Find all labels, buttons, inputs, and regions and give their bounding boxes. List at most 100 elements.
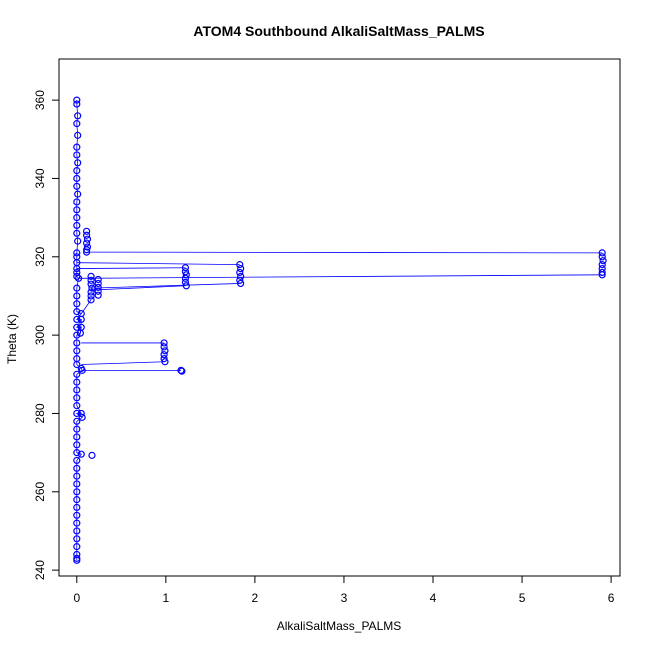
data-point: [73, 496, 81, 504]
data-point: [73, 339, 81, 347]
data-point: [73, 441, 81, 449]
y-tick-label: 340: [33, 168, 47, 188]
data-point: [73, 543, 81, 551]
x-tick-label: 1: [163, 591, 170, 605]
data-point: [73, 300, 81, 308]
data-point: [73, 174, 81, 183]
data-point: [237, 272, 245, 280]
data-point: [73, 527, 81, 535]
data-point: [181, 278, 190, 286]
data-point: [87, 296, 95, 304]
data-point: [73, 264, 81, 273]
data-point: [77, 315, 85, 324]
data-point: [73, 96, 81, 104]
data-point: [182, 271, 190, 279]
data-point: [94, 279, 102, 288]
connector-line: [91, 283, 241, 289]
data-point: [73, 308, 81, 316]
data-point: [87, 288, 95, 296]
data-point: [598, 271, 606, 279]
data-point: [236, 276, 244, 284]
data-point: [83, 231, 91, 239]
data-point: [236, 261, 244, 269]
data-point: [73, 556, 81, 564]
data-points: [73, 96, 607, 564]
data-point: [182, 282, 190, 290]
data-point: [73, 143, 81, 151]
data-point: [73, 182, 81, 190]
data-point: [73, 425, 81, 433]
connector-line: [86, 251, 603, 254]
data-point: [160, 351, 168, 359]
data-point: [73, 378, 81, 386]
data-point: [73, 214, 81, 222]
data-point: [73, 229, 81, 237]
data-point: [73, 167, 81, 175]
data-point: [83, 239, 91, 247]
y-tick-label: 260: [33, 481, 47, 501]
data-point: [178, 367, 186, 375]
data-point: [73, 315, 81, 324]
data-point: [160, 343, 168, 351]
x-axis: 0 1 2 3 4 5 6: [73, 575, 615, 605]
connector-lines: [75, 100, 603, 561]
data-point: [78, 366, 86, 374]
data-point: [161, 347, 169, 355]
data-point: [73, 370, 81, 378]
data-point: [73, 323, 81, 331]
data-point: [598, 268, 606, 277]
data-point: [73, 151, 81, 159]
connector-line: [76, 262, 240, 266]
y-axis: 240 260 280 300 320 340 360: [33, 90, 60, 580]
x-tick-label: 5: [519, 591, 526, 605]
data-point: [73, 249, 81, 257]
data-point: [73, 198, 81, 206]
data-point: [76, 329, 84, 337]
y-tick-label: 240: [33, 560, 47, 580]
plot-area-frame: [58, 58, 621, 577]
data-point: [94, 283, 102, 291]
data-point: [598, 249, 606, 257]
data-point: [73, 347, 81, 355]
connector-line: [79, 319, 82, 334]
data-point: [87, 276, 95, 284]
data-point: [73, 292, 81, 300]
data-point: [83, 246, 91, 254]
data-point: [73, 331, 81, 339]
data-point: [73, 394, 81, 402]
data-point: [237, 264, 245, 273]
data-point: [87, 292, 95, 300]
data-point: [181, 268, 190, 276]
data-point: [94, 287, 102, 295]
data-point: [74, 159, 82, 167]
data-point: [160, 339, 168, 347]
data-point: [83, 235, 92, 243]
data-point: [74, 112, 82, 120]
x-tick-label: 4: [430, 591, 437, 605]
data-point: [73, 221, 81, 230]
data-point: [74, 190, 82, 198]
data-point: [87, 280, 95, 288]
data-point: [83, 227, 91, 235]
data-point: [87, 272, 95, 280]
x-axis-label: AlkaliSaltMass_PALMS: [277, 619, 402, 633]
data-point: [78, 413, 86, 421]
data-point: [73, 519, 81, 527]
data-point: [77, 450, 85, 458]
data-point: [83, 248, 91, 256]
chart-title: ATOM4 Southbound AlkaliSaltMass_PALMS: [193, 23, 484, 39]
data-point: [73, 272, 81, 280]
data-point: [77, 409, 85, 418]
connector-line: [76, 267, 186, 269]
x-tick-label: 0: [73, 591, 80, 605]
data-point: [73, 535, 81, 543]
x-tick-label: 6: [608, 591, 615, 605]
y-tick-label: 360: [33, 90, 47, 110]
connector-line: [81, 361, 165, 365]
data-point: [237, 279, 245, 288]
data-point: [73, 409, 81, 418]
y-axis-label: Theta (K): [5, 314, 19, 364]
data-point: [73, 100, 81, 108]
